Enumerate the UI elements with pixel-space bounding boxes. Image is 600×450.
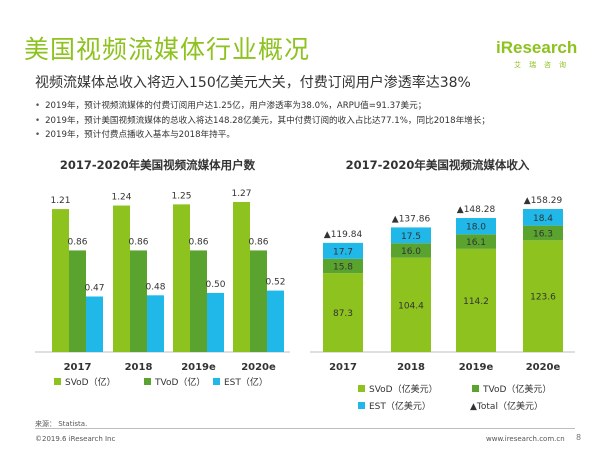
revenue-x-tick: 2018	[397, 362, 425, 373]
revenue-total-label: ▲148.28	[457, 205, 496, 215]
revenue-bar-segment	[523, 208, 563, 226]
revenue-segment-label: 87.3	[333, 309, 353, 319]
users-x-tick: 2018	[125, 362, 153, 373]
revenue-total-label: ▲158.29	[524, 196, 563, 206]
revenue-x-tick: 2019e	[459, 362, 494, 373]
users-bar-label: 1.27	[231, 189, 251, 199]
page-number: 8	[576, 433, 582, 442]
users-x-tick: 2017	[64, 362, 92, 373]
revenue-bar-segment	[391, 227, 431, 244]
source-note: 来源： Statista.	[35, 420, 88, 428]
revenue-x-tick: 2020e	[526, 362, 561, 373]
revenue-bar-segment	[391, 243, 431, 258]
users-bar	[113, 205, 130, 352]
users-bar-label: 0.48	[145, 282, 165, 292]
bullet-item: 2019年，预计美国视频流媒体的总收入将达148.28亿美元，其中付费订阅的收入…	[35, 114, 595, 129]
users-x-tick: 2019e	[181, 362, 216, 373]
revenue-bar-segment	[456, 218, 496, 235]
revenue-legend-label: SVoD（亿美元）	[369, 383, 438, 395]
users-bar-label: 0.86	[188, 237, 208, 247]
users-bar	[207, 292, 224, 352]
users-bar	[173, 204, 190, 352]
revenue-segment-label: 18.4	[533, 214, 553, 224]
bullet-list: 2019年，预计视频流媒体的付费订阅用户达1.25亿，用户渗透率为38.0%，A…	[35, 99, 595, 143]
users-bar-label: 1.21	[50, 196, 70, 206]
users-legend-label: SVoD（亿）	[65, 376, 116, 388]
revenue-segment-label: 114.2	[463, 297, 489, 307]
revenue-segment-label: 16.1	[466, 238, 486, 248]
revenue-bar-segment	[323, 242, 363, 259]
revenue-bar-segment	[523, 240, 563, 352]
iresearch-logo: iResearch 艾瑞咨询	[496, 38, 578, 69]
logo-cn-text: 艾瑞咨询	[514, 61, 574, 69]
revenue-bar-segment	[323, 273, 363, 352]
page-title: 美国视频流媒体行业概况	[24, 35, 311, 64]
revenue-segment-label: 17.5	[401, 232, 421, 242]
users-bar-label: 0.50	[205, 280, 225, 290]
users-bar-label: 0.47	[84, 283, 104, 293]
users-bar-label: 0.86	[248, 237, 268, 247]
users-bar-label: 1.25	[171, 191, 191, 201]
footer-divider	[35, 428, 575, 429]
revenue-bar-segment	[456, 248, 496, 352]
revenue-segment-label: 104.4	[398, 301, 424, 311]
revenue-total-label: ▲137.86	[392, 214, 431, 224]
website: www.iresearch.com.cn	[486, 435, 565, 443]
copyright: ©2019.6 iResearch Inc	[35, 435, 116, 443]
users-chart-title: 2017-2020年美国视频流媒体用户数	[59, 158, 256, 172]
revenue-bar-segment	[456, 234, 496, 249]
users-bar	[190, 250, 207, 352]
users-bar	[130, 250, 147, 352]
users-legend-label: EST（亿）	[224, 376, 268, 388]
users-bar	[52, 209, 69, 352]
logo-text: iResearch	[496, 38, 578, 57]
revenue-chart-title: 2017-2020年美国视频流媒体收入	[345, 158, 530, 172]
revenue-segment-label: 16.0	[401, 247, 421, 257]
revenue-bar-segment	[523, 225, 563, 241]
users-bar	[86, 296, 103, 352]
revenue-bar-segment	[391, 257, 431, 352]
users-bar	[147, 295, 164, 352]
users-bar	[267, 290, 284, 352]
users-legend-swatch	[54, 378, 61, 385]
users-legend-swatch	[213, 378, 220, 385]
revenue-legend-swatch	[472, 385, 479, 392]
users-bar-label: 1.24	[111, 193, 131, 203]
users-x-tick: 2020e	[241, 362, 276, 373]
users-bar	[69, 250, 86, 352]
revenue-segment-label: 17.7	[333, 247, 353, 257]
revenue-legend-swatch	[358, 402, 365, 409]
bullet-item: 2019年，预计付费点播收入基本与2018年持平。	[35, 128, 595, 143]
revenue-segment-label: 123.6	[530, 293, 556, 303]
subtitle: 视频流媒体总收入将迈入150亿美元大关，付费订阅用户渗透率达38%	[35, 75, 471, 91]
revenue-segment-label: 15.8	[333, 262, 353, 272]
users-bar-label: 0.86	[67, 237, 87, 247]
users-bar	[233, 202, 250, 352]
revenue-x-tick: 2017	[329, 362, 357, 373]
users-bar-label: 0.52	[265, 278, 285, 288]
revenue-legend-total: ▲Total（亿美元）	[470, 400, 543, 412]
revenue-legend-label: EST（亿美元）	[369, 400, 431, 412]
bullet-item: 2019年，预计视频流媒体的付费订阅用户达1.25亿，用户渗透率为38.0%，A…	[35, 99, 595, 114]
revenue-segment-label: 18.0	[466, 223, 486, 233]
revenue-segment-label: 16.3	[533, 229, 553, 239]
revenue-legend-label: TVoD（亿美元）	[482, 383, 551, 395]
revenue-bar-segment	[323, 258, 363, 274]
users-bar	[250, 250, 267, 352]
users-bar-label: 0.86	[128, 237, 148, 247]
users-legend-label: TVoD（亿）	[154, 376, 205, 388]
revenue-legend-swatch	[358, 385, 365, 392]
users-legend-swatch	[144, 378, 151, 385]
revenue-total-label: ▲119.84	[324, 230, 363, 240]
